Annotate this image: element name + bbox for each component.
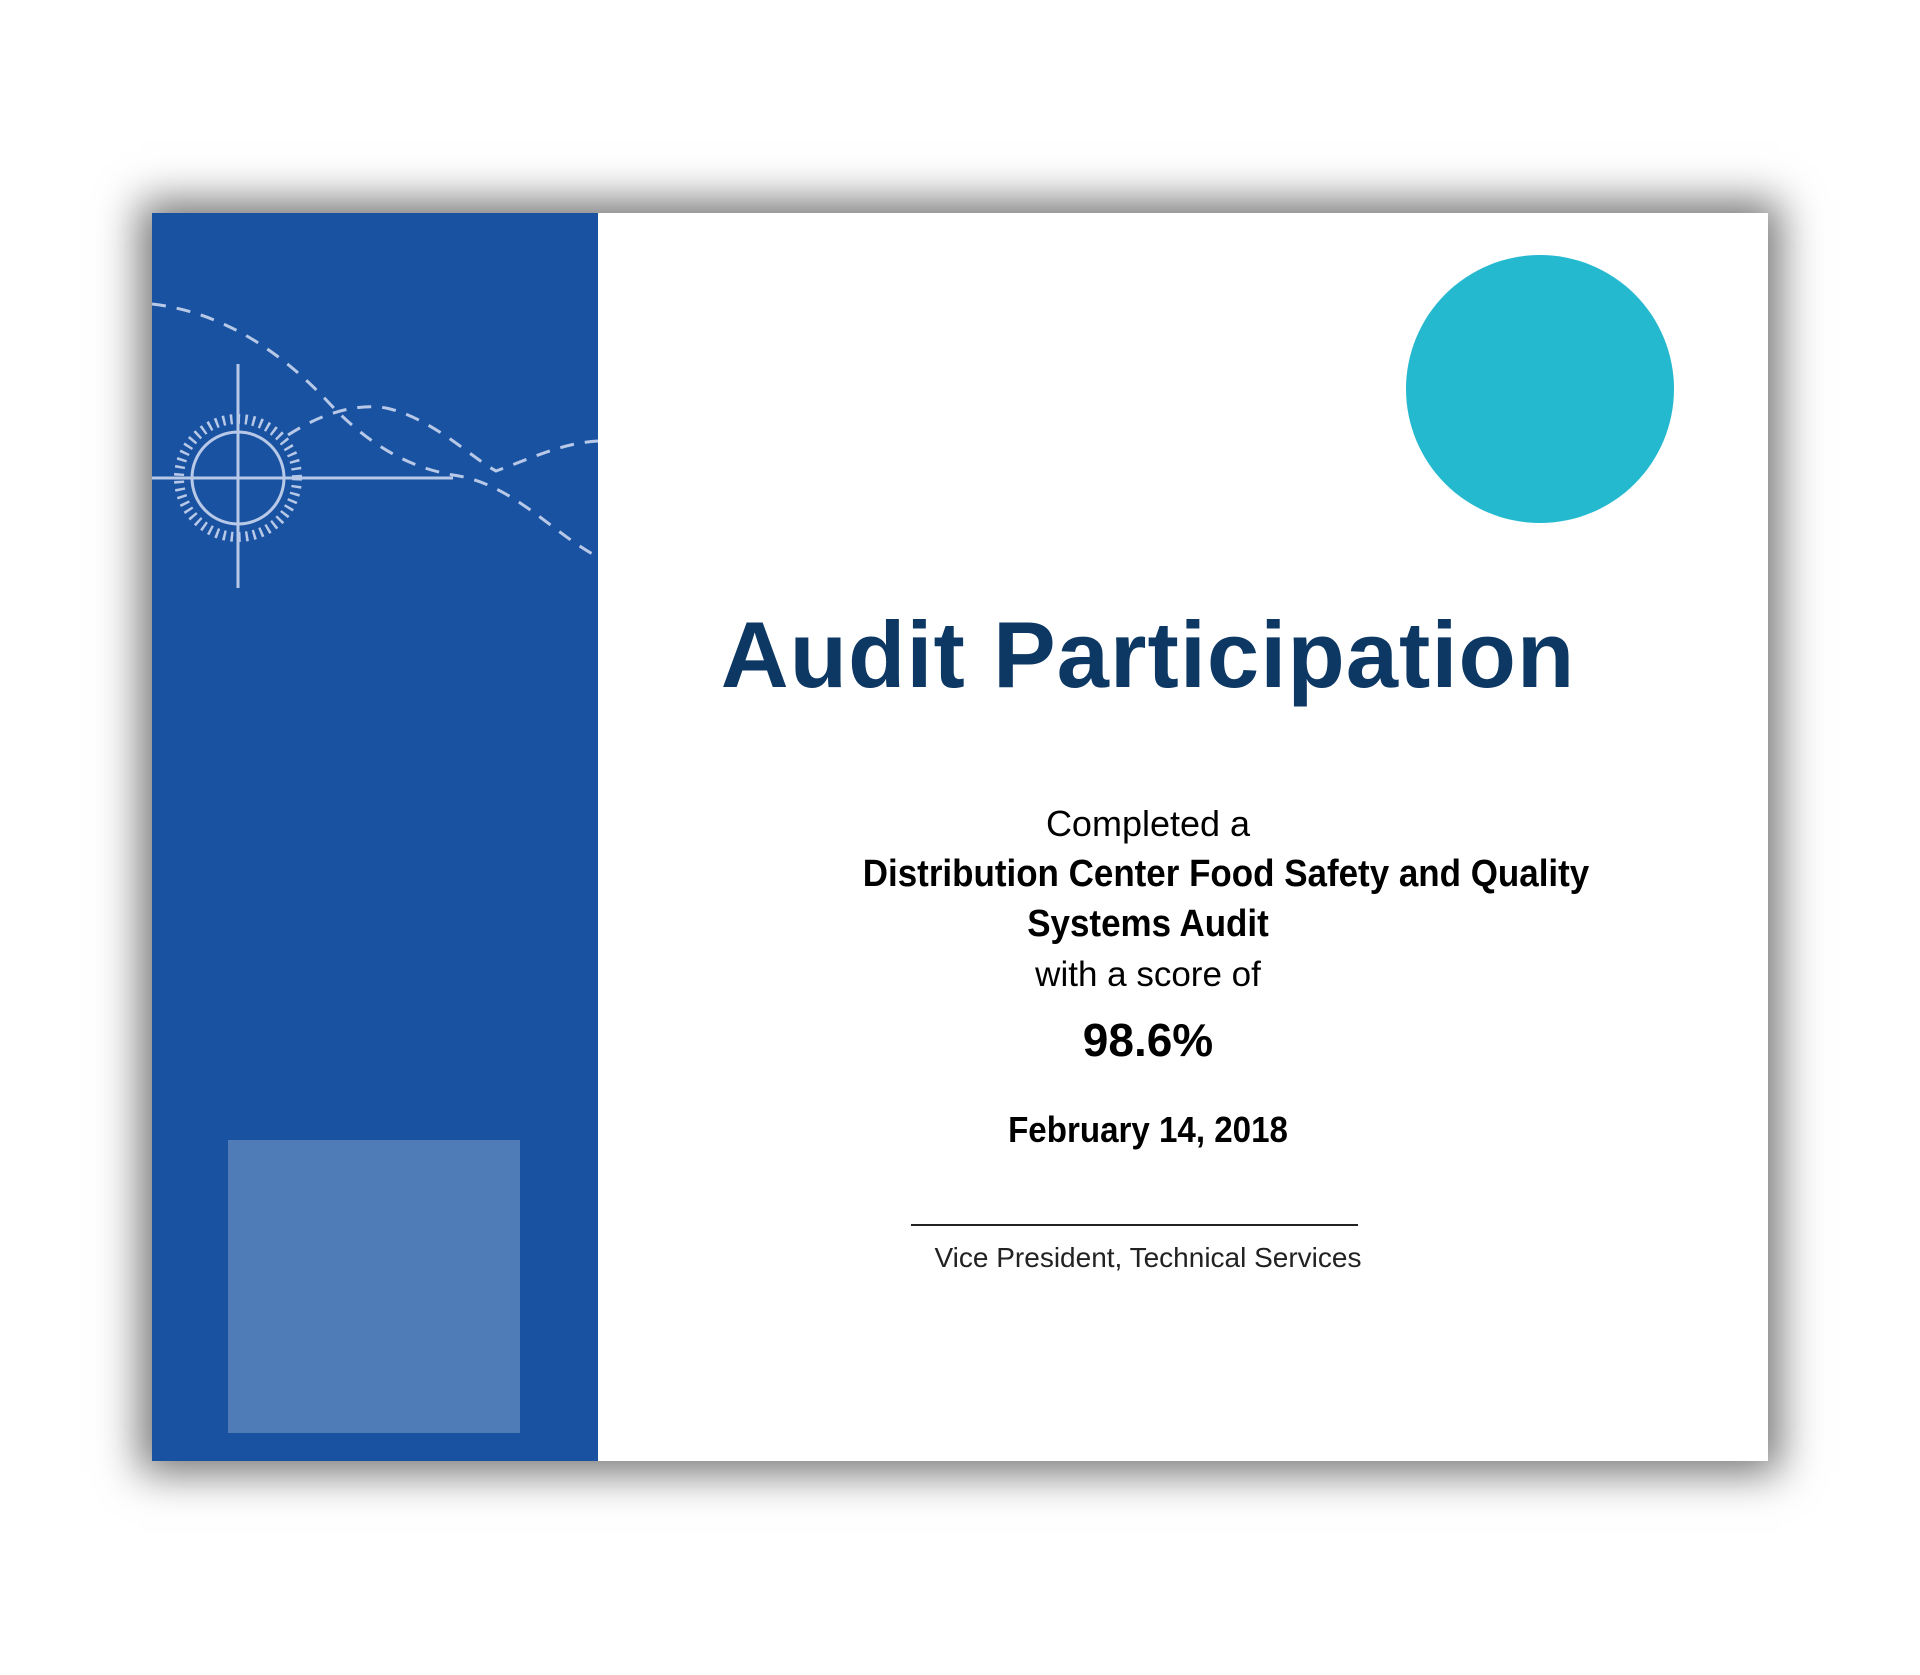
score-value: 98.6%: [1082, 1014, 1214, 1066]
signatory-title: Vice President, Technical Services: [934, 1242, 1362, 1273]
program-name-line1: Distribution Center Food Safety and Qual…: [862, 853, 1590, 895]
certificate: Audit Participation Completed a Distribu…: [152, 213, 1768, 1461]
accent-circle: [1406, 255, 1674, 523]
left-decorative-panel: [152, 213, 598, 1461]
certificate-title: Audit Participation: [720, 602, 1576, 707]
signature-line: [911, 1224, 1358, 1226]
panel-square: [228, 1140, 520, 1433]
completed-text: Completed a: [1045, 803, 1251, 844]
certificate-date: February 14, 2018: [1008, 1109, 1288, 1150]
compass-crosshair-icon: [152, 302, 598, 588]
program-name-line2: Systems Audit: [1027, 903, 1269, 945]
score-label: with a score of: [1035, 955, 1261, 994]
